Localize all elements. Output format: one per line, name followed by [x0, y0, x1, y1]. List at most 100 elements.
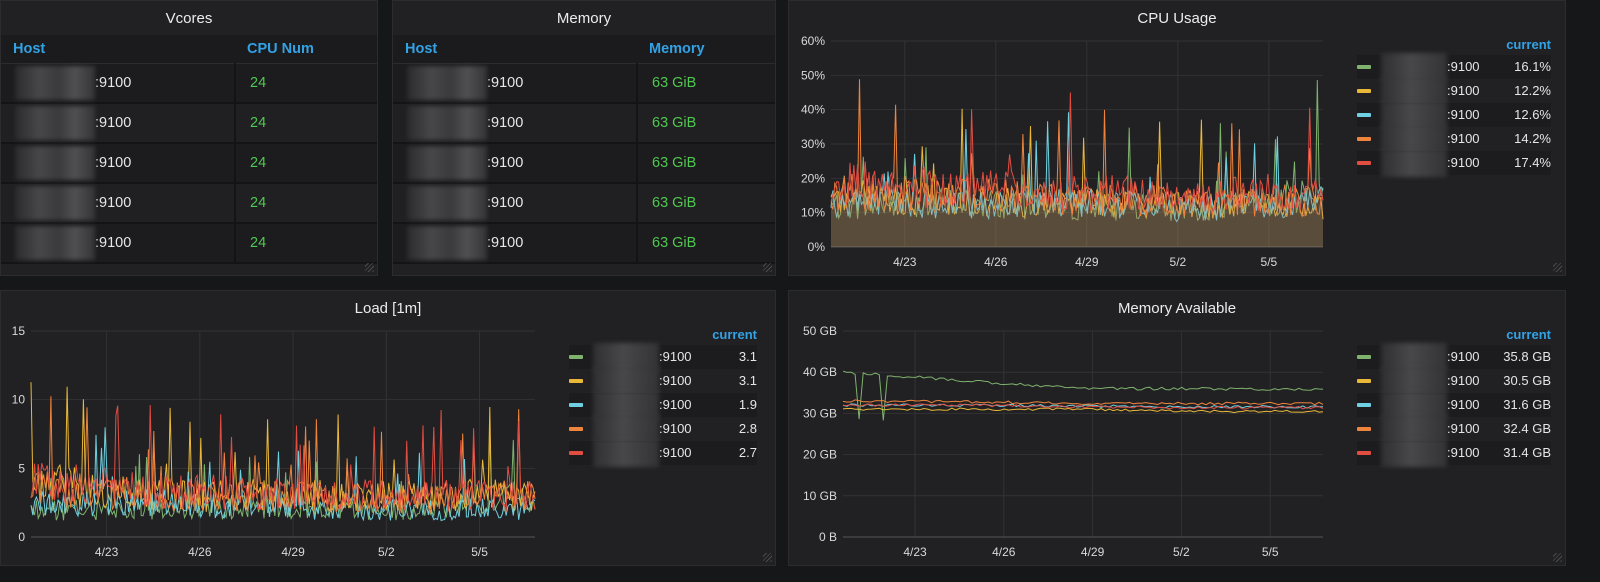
- series-line[interactable]: [842, 370, 1324, 421]
- legend-item[interactable]: :9100 32.4 GB: [1357, 415, 1551, 443]
- legend-item[interactable]: :9100 3.1: [569, 343, 757, 371]
- vcores-host-header[interactable]: Host: [1, 35, 235, 64]
- legend-current-value: 12.2%: [1514, 83, 1551, 98]
- series-color-swatch[interactable]: [1357, 427, 1371, 431]
- vcores-title[interactable]: Vcores: [165, 10, 213, 27]
- series-line[interactable]: [842, 403, 1324, 409]
- legend-item[interactable]: :9100 30.5 GB: [1357, 367, 1551, 395]
- legend-item[interactable]: :9100 14.2%: [1357, 125, 1551, 153]
- redacted-host: [407, 106, 487, 140]
- x-tick-label: 5/2: [1173, 545, 1190, 559]
- legend-item[interactable]: :9100 3.1: [569, 367, 757, 395]
- series-line[interactable]: [830, 79, 1324, 217]
- y-tick-label: 50%: [801, 68, 825, 82]
- series-color-swatch[interactable]: [569, 379, 583, 383]
- series-color-swatch[interactable]: [1357, 355, 1371, 359]
- resize-handle-icon[interactable]: [763, 553, 772, 562]
- memory-host-header[interactable]: Host: [393, 35, 637, 64]
- legend-item[interactable]: :9100 2.7: [569, 439, 757, 467]
- series-color-swatch[interactable]: [569, 355, 583, 359]
- legend-item[interactable]: :9100 1.9: [569, 391, 757, 419]
- legend-item[interactable]: :9100 31.6 GB: [1357, 391, 1551, 419]
- redacted-host: [15, 226, 95, 260]
- series-color-swatch[interactable]: [569, 427, 583, 431]
- y-tick-label: 15: [12, 324, 26, 338]
- table-row: :9100 63 GiB: [393, 63, 775, 104]
- redacted-host: [407, 66, 487, 100]
- cpu-usage-chart[interactable]: 60% 50% 40% 30% 20% 10% 0% 4/23 4/26 4/29 5/2 5/5: [789, 1, 1329, 276]
- host-cell: :9100: [1, 183, 236, 224]
- x-tick-label: 4/26: [984, 255, 1008, 269]
- series-line[interactable]: [842, 407, 1324, 414]
- series-color-swatch[interactable]: [1357, 379, 1371, 383]
- table-row: :9100 63 GiB: [393, 183, 775, 224]
- legend-current-header[interactable]: current: [712, 327, 757, 342]
- legend-host-port: :9100: [1447, 107, 1480, 122]
- legend-item[interactable]: :9100 2.8: [569, 415, 757, 443]
- resize-handle-icon[interactable]: [763, 263, 772, 272]
- table-row: :9100 24: [1, 143, 377, 184]
- redacted-host: [593, 439, 659, 467]
- legend-host-port: :9100: [1447, 131, 1480, 146]
- y-tick-label: 5: [18, 461, 25, 475]
- series-color-swatch[interactable]: [1357, 451, 1371, 455]
- redacted-host: [1381, 391, 1447, 419]
- memory-memory-header[interactable]: Memory: [637, 35, 775, 64]
- y-tick-label: 0: [18, 530, 25, 544]
- x-tick-label: 5/5: [1262, 545, 1279, 559]
- legend-current-header[interactable]: current: [1506, 37, 1551, 52]
- redacted-host: [15, 186, 95, 220]
- legend-item[interactable]: :9100 31.4 GB: [1357, 439, 1551, 467]
- y-tick-label: 0%: [808, 240, 826, 254]
- cpu-usage-title[interactable]: CPU Usage: [1137, 10, 1217, 27]
- series-line[interactable]: [830, 92, 1324, 213]
- legend-current-value: 14.2%: [1514, 131, 1551, 146]
- memory-value: 63 GiB: [637, 143, 775, 184]
- resize-handle-icon[interactable]: [1553, 263, 1562, 272]
- series-color-swatch[interactable]: [1357, 161, 1371, 165]
- resize-handle-icon[interactable]: [1553, 553, 1562, 562]
- series-color-swatch[interactable]: [569, 451, 583, 455]
- table-row: :9100 24: [1, 103, 377, 144]
- load-title[interactable]: Load [1m]: [354, 300, 422, 317]
- legend-item[interactable]: :9100 12.2%: [1357, 77, 1551, 105]
- series-color-swatch[interactable]: [1357, 65, 1371, 69]
- legend-current-value: 3.1: [738, 373, 757, 388]
- memory-available-panel: Memory Available 50 GB 40 GB 30 GB 20 GB 10 …: [788, 290, 1566, 566]
- redacted-host: [1381, 125, 1447, 153]
- x-tick-label: 4/29: [1081, 545, 1105, 559]
- y-tick-label: 0 B: [819, 530, 837, 544]
- series-color-swatch[interactable]: [1357, 403, 1371, 407]
- memory-table: Host Memory :9100 63 GiB:9100 63 GiB:9100 6…: [393, 35, 775, 264]
- x-tick-label: 5/5: [471, 545, 488, 559]
- y-tick-label: 60%: [801, 34, 825, 48]
- series-color-swatch[interactable]: [1357, 89, 1371, 93]
- cpu-num-value: 24: [235, 103, 377, 144]
- legend-item[interactable]: :9100 35.8 GB: [1357, 343, 1551, 371]
- memory-available-title[interactable]: Memory Available: [1117, 300, 1237, 317]
- series-color-swatch[interactable]: [569, 403, 583, 407]
- series-color-swatch[interactable]: [1357, 137, 1371, 141]
- host-port: :9100: [487, 115, 524, 131]
- memory-available-chart[interactable]: 50 GB 40 GB 30 GB 20 GB 10 GB 0 B 4/23 4/26 4/29…: [789, 291, 1329, 566]
- x-tick-label: 4/23: [95, 545, 119, 559]
- legend-item[interactable]: :9100 16.1%: [1357, 53, 1551, 81]
- vcores-cpu-num-header[interactable]: CPU Num: [235, 35, 377, 64]
- x-tick-label: 4/23: [893, 255, 917, 269]
- legend-current-value: 3.1: [738, 349, 757, 364]
- legend-item[interactable]: :9100 17.4%: [1357, 149, 1551, 177]
- series-line[interactable]: [842, 403, 1324, 410]
- vcores-panel: Vcores Host CPU Num :9100 24:9100 24:9100 2…: [0, 0, 378, 276]
- memory-title[interactable]: Memory: [556, 10, 612, 27]
- legend-current-value: 32.4 GB: [1503, 421, 1551, 436]
- load-chart[interactable]: 15 10 5 0 4/23 4/26 4/29 5/2 5/5: [1, 291, 541, 566]
- redacted-host: [1381, 367, 1447, 395]
- resize-handle-icon[interactable]: [365, 263, 374, 272]
- legend-host-port: :9100: [1447, 83, 1480, 98]
- legend-host-port: :9100: [659, 421, 692, 436]
- series-line[interactable]: [842, 399, 1324, 406]
- series-color-swatch[interactable]: [1357, 113, 1371, 117]
- series-line[interactable]: [30, 404, 536, 513]
- legend-item[interactable]: :9100 12.6%: [1357, 101, 1551, 129]
- legend-current-header[interactable]: current: [1506, 327, 1551, 342]
